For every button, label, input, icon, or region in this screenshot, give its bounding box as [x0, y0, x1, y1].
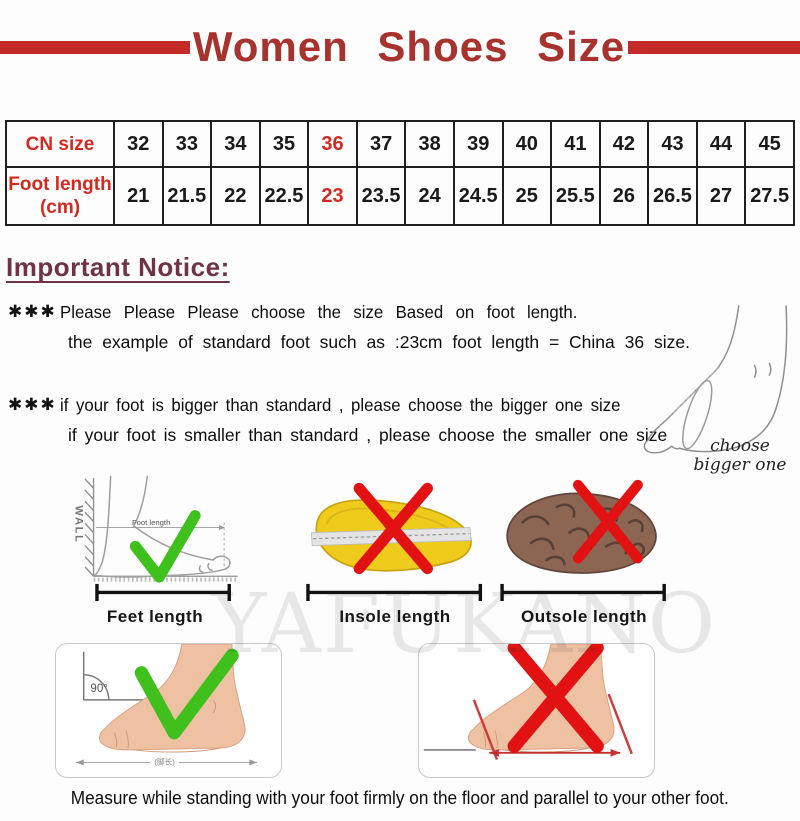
- check-icon: [129, 510, 201, 583]
- size-cell: 45: [744, 120, 795, 168]
- insole-length-label: Insole length: [339, 607, 451, 626]
- correct-measure-photo: 90° (脚长): [55, 643, 282, 778]
- length-cell: 24.5: [452, 166, 504, 226]
- size-cell: 42: [598, 120, 650, 168]
- size-cell-highlighted: 36: [307, 120, 358, 168]
- notice-point-2-line-1: if your foot is bigger than standard , p…: [60, 395, 621, 415]
- length-cell: 23.5: [355, 166, 407, 226]
- cross-icon: [507, 641, 604, 753]
- feet-length-drawing: WALL Foot length: [73, 475, 238, 601]
- important-notice-heading: Important Notice:: [6, 252, 230, 282]
- size-cell: 44: [695, 120, 747, 168]
- notice-point-1-line-2-wrap: the example of standard foot such as :23…: [68, 327, 800, 359]
- size-cell: 43: [647, 120, 698, 168]
- notice-point-1: ✱✱✱ Please Please Please choose the size…: [8, 297, 800, 327]
- length-cell: 27.5: [744, 166, 795, 226]
- title-rule-right: [627, 40, 800, 54]
- outsole-drawing: [500, 479, 666, 601]
- size-cell: 34: [210, 120, 261, 168]
- size-cell: 33: [161, 120, 213, 168]
- wall-label: WALL: [73, 505, 85, 543]
- size-chart-table: CN size 32 33 34 35 36 37 38 39 40 41 42…: [5, 120, 795, 226]
- outsole-length-label: Outsole length: [521, 607, 647, 626]
- length-cell: 24: [404, 166, 455, 226]
- sketch-caption: choose bigger one: [693, 436, 787, 475]
- length-cell: 26.5: [647, 166, 698, 226]
- cross-icon: [572, 479, 643, 564]
- size-cell: 35: [258, 120, 310, 168]
- correct-foot-drawing: 90° (脚长): [76, 643, 258, 766]
- length-cell-highlighted: 23: [307, 166, 358, 226]
- feet-length-diagram: WALL Foot length Feet length: [46, 473, 264, 627]
- length-cell: 22: [210, 166, 261, 226]
- foot-photo: [99, 643, 246, 751]
- size-cell: 40: [501, 120, 553, 168]
- foot-length-row: Foot length (cm) 21 21.5 22 22.5 23 23.5…: [5, 166, 795, 226]
- length-cell: 21: [113, 166, 164, 226]
- cross-icon: [353, 482, 433, 575]
- ruler-label: (脚长): [154, 756, 175, 766]
- length-cell: 25: [501, 166, 553, 226]
- cn-size-header: CN size: [5, 120, 115, 168]
- length-cell: 27: [695, 166, 747, 226]
- outsole-length-diagram: Outsole length: [478, 473, 690, 627]
- angle-90-icon: [82, 651, 146, 701]
- size-cell: 41: [550, 120, 601, 168]
- page-title: Women Shoes Size: [192, 23, 626, 70]
- size-cell: 37: [355, 120, 407, 168]
- insole-drawing: [306, 482, 483, 601]
- size-cell: 39: [452, 120, 504, 168]
- cn-size-row: CN size 32 33 34 35 36 37 38 39 40 41 42…: [5, 120, 795, 168]
- wrong-foot-drawing: [423, 641, 633, 760]
- notice-point-2: ✱✱✱ if your foot is bigger than standard…: [8, 390, 800, 420]
- notice-point-1-line-1: Please Please Please choose the size Bas…: [60, 302, 578, 322]
- wrong-measure-photo: [418, 641, 655, 778]
- notice-bullets: ✱✱✱ Please Please Please choose the size…: [0, 297, 800, 452]
- angle-90-label: 90°: [90, 683, 107, 695]
- length-cell: 21.5: [161, 166, 213, 226]
- insole-length-diagram: Insole length: [282, 473, 508, 627]
- asterisk-marker: ✱✱✱: [8, 302, 57, 321]
- length-cell: 26: [598, 166, 650, 226]
- title-rule-left: [0, 40, 190, 54]
- notice-point-2-line-2-wrap: if your foot is smaller than standard , …: [68, 420, 800, 452]
- slanted-measure-lines: [472, 693, 633, 760]
- foot-sketch-illustration: [643, 305, 788, 454]
- inner-arrow-label: Foot length: [132, 518, 170, 527]
- foot-length-header: Foot length (cm): [5, 166, 115, 226]
- asterisk-marker: ✱✱✱: [8, 395, 57, 414]
- page-header: Women Shoes Size: [0, 21, 800, 73]
- size-cell: 38: [404, 120, 455, 168]
- feet-length-label: Feet length: [106, 607, 204, 626]
- length-cell: 25.5: [550, 166, 601, 226]
- check-icon: [134, 648, 239, 740]
- notice-point-2-line-2: if your foot is smaller than standard , …: [68, 425, 668, 445]
- size-cell: 32: [113, 120, 164, 168]
- length-cell: 22.5: [258, 166, 310, 226]
- measure-instruction: Measure while standing with your foot fi…: [71, 787, 729, 808]
- notice-point-1-line-2: the example of standard foot such as :23…: [68, 332, 690, 352]
